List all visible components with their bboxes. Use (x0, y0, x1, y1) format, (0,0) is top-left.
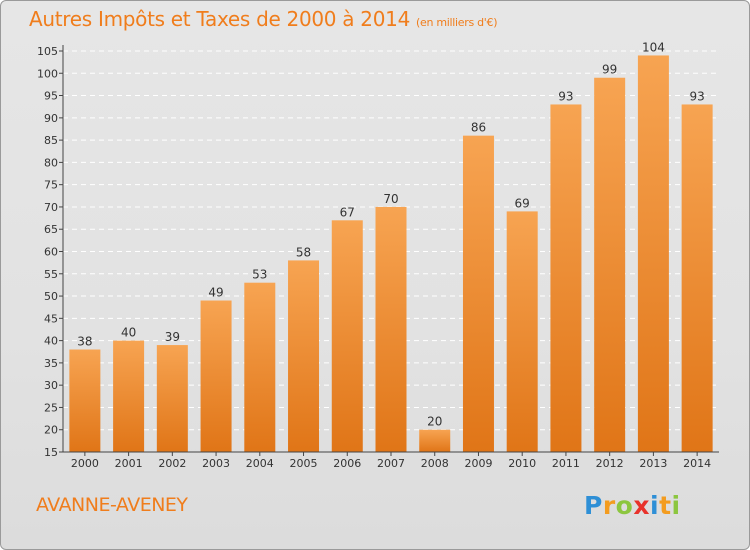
bar (113, 340, 145, 452)
data-label: 38 (77, 335, 92, 349)
x-tick-label: 2014 (683, 457, 711, 470)
proxiti-logo[interactable]: Proxiti (584, 491, 681, 520)
bars: 38 40 39 49 53 58 67 70 20 86 69 93 99 104 93 (69, 40, 713, 452)
data-label: 93 (689, 89, 704, 103)
logo-letter: x (633, 491, 650, 520)
chart-title-main: Autres Impôts et Taxes de 2000 à 2014 (29, 7, 410, 31)
y-tick-label: 105 (37, 45, 58, 58)
x-tick-label: 2002 (158, 457, 186, 470)
x-tick-label: 2011 (552, 457, 580, 470)
y-tick-label: 60 (44, 246, 58, 259)
y-tick-label: 25 (44, 401, 58, 414)
y-tick-label: 55 (44, 268, 58, 281)
data-label: 86 (471, 121, 486, 135)
logo-letter: i (671, 491, 681, 520)
bar (681, 104, 713, 452)
y-tick-label: 65 (44, 223, 58, 236)
data-label: 93 (558, 89, 573, 103)
y-tick-label: 20 (44, 424, 58, 437)
bar (288, 260, 320, 452)
x-tick-label: 2009 (464, 457, 492, 470)
y-tick-label: 100 (37, 67, 58, 80)
data-label: 67 (340, 205, 355, 219)
bar (244, 282, 276, 452)
data-label: 40 (121, 326, 136, 340)
x-tick-label: 2010 (508, 457, 536, 470)
bar (331, 220, 363, 452)
data-label: 53 (252, 268, 267, 282)
bar (419, 429, 451, 452)
x-tick-label: 2008 (421, 457, 449, 470)
y-tick-label: 45 (44, 312, 58, 325)
y-tick-label: 90 (44, 112, 58, 125)
commune-name: AVANNE-AVENEY (36, 494, 188, 516)
x-tick-label: 2013 (639, 457, 667, 470)
bar (550, 104, 582, 452)
data-label: 99 (602, 63, 617, 77)
y-tick-label: 50 (44, 290, 58, 303)
y-tick-label: 35 (44, 357, 58, 370)
logo-letter: i (650, 491, 660, 520)
x-tick-label: 2001 (115, 457, 143, 470)
bar (200, 300, 232, 452)
data-label: 69 (515, 196, 530, 210)
bar (462, 135, 494, 452)
x-tick-label: 2000 (71, 457, 99, 470)
y-tick-label: 15 (44, 446, 58, 459)
y-tick-label: 70 (44, 201, 58, 214)
bar (594, 77, 626, 452)
y-tick-label: 30 (44, 379, 58, 392)
x-tick-label: 2012 (596, 457, 624, 470)
x-tick-label: 2006 (333, 457, 361, 470)
logo-letter: r (602, 491, 616, 520)
data-label: 39 (165, 330, 180, 344)
x-tick-label: 2007 (377, 457, 405, 470)
bar (69, 349, 101, 452)
bar (506, 211, 538, 452)
data-label: 58 (296, 245, 311, 259)
data-label: 70 (383, 192, 398, 206)
logo-letter: P (584, 491, 603, 520)
axes: 15 20 25 30 35 40 45 50 55 60 65 70 75 80 85 90 95 100 105… (37, 45, 719, 470)
bar (375, 206, 407, 452)
x-tick-label: 2004 (246, 457, 274, 470)
chart-title: Autres Impôts et Taxes de 2000 à 2014 (en… (29, 7, 497, 31)
y-tick-label: 95 (44, 90, 58, 103)
logo-letter: o (615, 491, 634, 520)
chart-title-unit: (en milliers d'€) (416, 16, 498, 29)
y-tick-label: 85 (44, 134, 58, 147)
y-tick-label: 40 (44, 335, 58, 348)
data-label: 49 (208, 286, 223, 300)
x-tick-label: 2005 (290, 457, 318, 470)
bar (637, 55, 669, 452)
bar (156, 345, 188, 452)
y-tick-label: 75 (44, 179, 58, 192)
y-tick-label: 80 (44, 156, 58, 169)
logo-letter: t (659, 491, 672, 520)
x-tick-label: 2003 (202, 457, 230, 470)
data-label: 20 (427, 415, 442, 429)
data-label: 104 (642, 40, 665, 54)
